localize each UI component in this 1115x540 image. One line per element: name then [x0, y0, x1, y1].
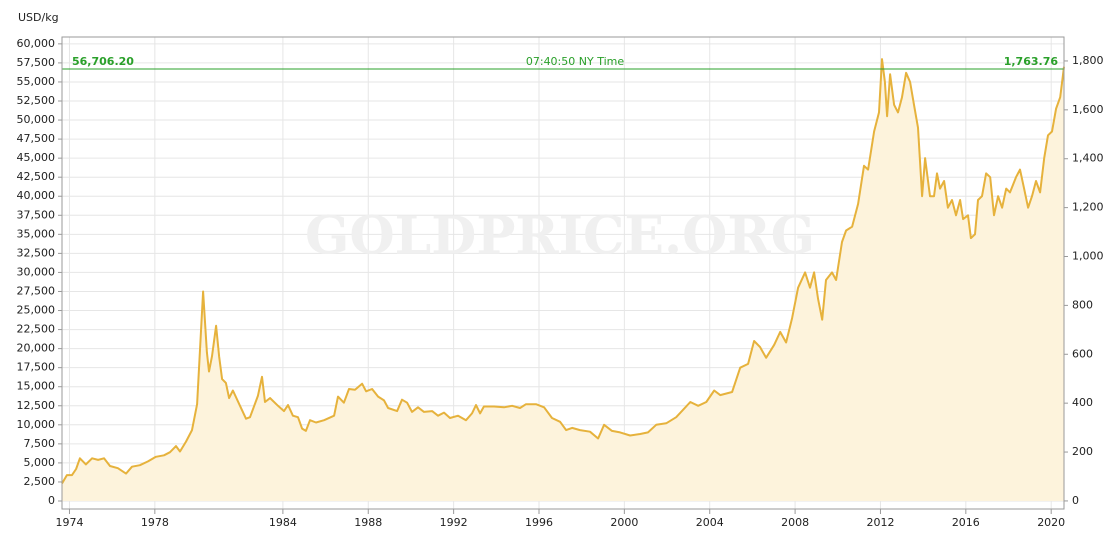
y-tick-label: 10,000 — [17, 418, 56, 431]
y-tick-label: 15,000 — [17, 380, 56, 393]
y-tick-label: 40,000 — [17, 189, 56, 202]
watermark: GOLDPRICE.ORG — [305, 206, 815, 267]
y-tick-label: 7,500 — [24, 437, 56, 450]
x-tick-label: 2016 — [952, 516, 980, 529]
y-tick-label: 50,000 — [17, 113, 56, 126]
x-tick-label: 2004 — [696, 516, 724, 529]
y-tick-label: 2,500 — [24, 475, 56, 488]
y2-tick-label: 400 — [1072, 396, 1093, 409]
y2-tick-label: 1,400 — [1072, 152, 1104, 165]
y-tick-label: 0 — [48, 494, 55, 507]
y2-tick-label: 1,000 — [1072, 250, 1104, 263]
y-axis-label: USD/kg — [18, 11, 59, 24]
x-tick-label: 1974 — [55, 516, 83, 529]
x-tick-label: 1984 — [269, 516, 297, 529]
x-tick-label: 1992 — [440, 516, 468, 529]
x-tick-label: 1988 — [354, 516, 382, 529]
current-price-oz-label: 1,763.76 — [1004, 55, 1059, 68]
y2-tick-label: 800 — [1072, 298, 1093, 311]
y-tick-label: 22,500 — [17, 323, 56, 336]
y-tick-label: 47,500 — [17, 132, 56, 145]
y-tick-label: 30,000 — [17, 265, 56, 278]
y-tick-label: 42,500 — [17, 170, 56, 183]
x-tick-label: 2008 — [781, 516, 809, 529]
x-tick-label: 1978 — [141, 516, 169, 529]
time-label: 07:40:50 NY Time — [526, 55, 624, 68]
x-tick-label: 1996 — [525, 516, 553, 529]
y-tick-label: 27,500 — [17, 284, 56, 297]
y2-tick-label: 600 — [1072, 347, 1093, 360]
plot-frame — [61, 36, 1065, 510]
y-tick-label: 25,000 — [17, 304, 56, 317]
y2-tick-label: 1,800 — [1072, 54, 1104, 67]
current-price-label: 56,706.20 — [72, 55, 134, 68]
y-tick-label: 60,000 — [17, 37, 56, 50]
y-tick-label: 17,500 — [17, 361, 56, 374]
y-tick-label: 32,500 — [17, 246, 56, 259]
y2-tick-label: 1,600 — [1072, 103, 1104, 116]
y-tick-label: 37,500 — [17, 208, 56, 221]
y-tick-label: 12,500 — [17, 399, 56, 412]
price-line — [61, 58, 1065, 485]
x-tick-label: 2012 — [866, 516, 894, 529]
y2-tick-label: 1,200 — [1072, 201, 1104, 214]
y-tick-label: 45,000 — [17, 151, 56, 164]
y-tick-label: 5,000 — [24, 456, 56, 469]
y2-tick-label: 0 — [1072, 494, 1079, 507]
y-tick-label: 57,500 — [17, 56, 56, 69]
y2-tick-label: 200 — [1072, 445, 1093, 458]
y-tick-label: 20,000 — [17, 342, 56, 355]
y-tick-label: 55,000 — [17, 75, 56, 88]
area-fill — [62, 59, 1064, 501]
x-tick-label: 2000 — [610, 516, 638, 529]
y-tick-label: 52,500 — [17, 94, 56, 107]
x-tick-label: 2020 — [1037, 516, 1065, 529]
y-tick-label: 35,000 — [17, 227, 56, 240]
